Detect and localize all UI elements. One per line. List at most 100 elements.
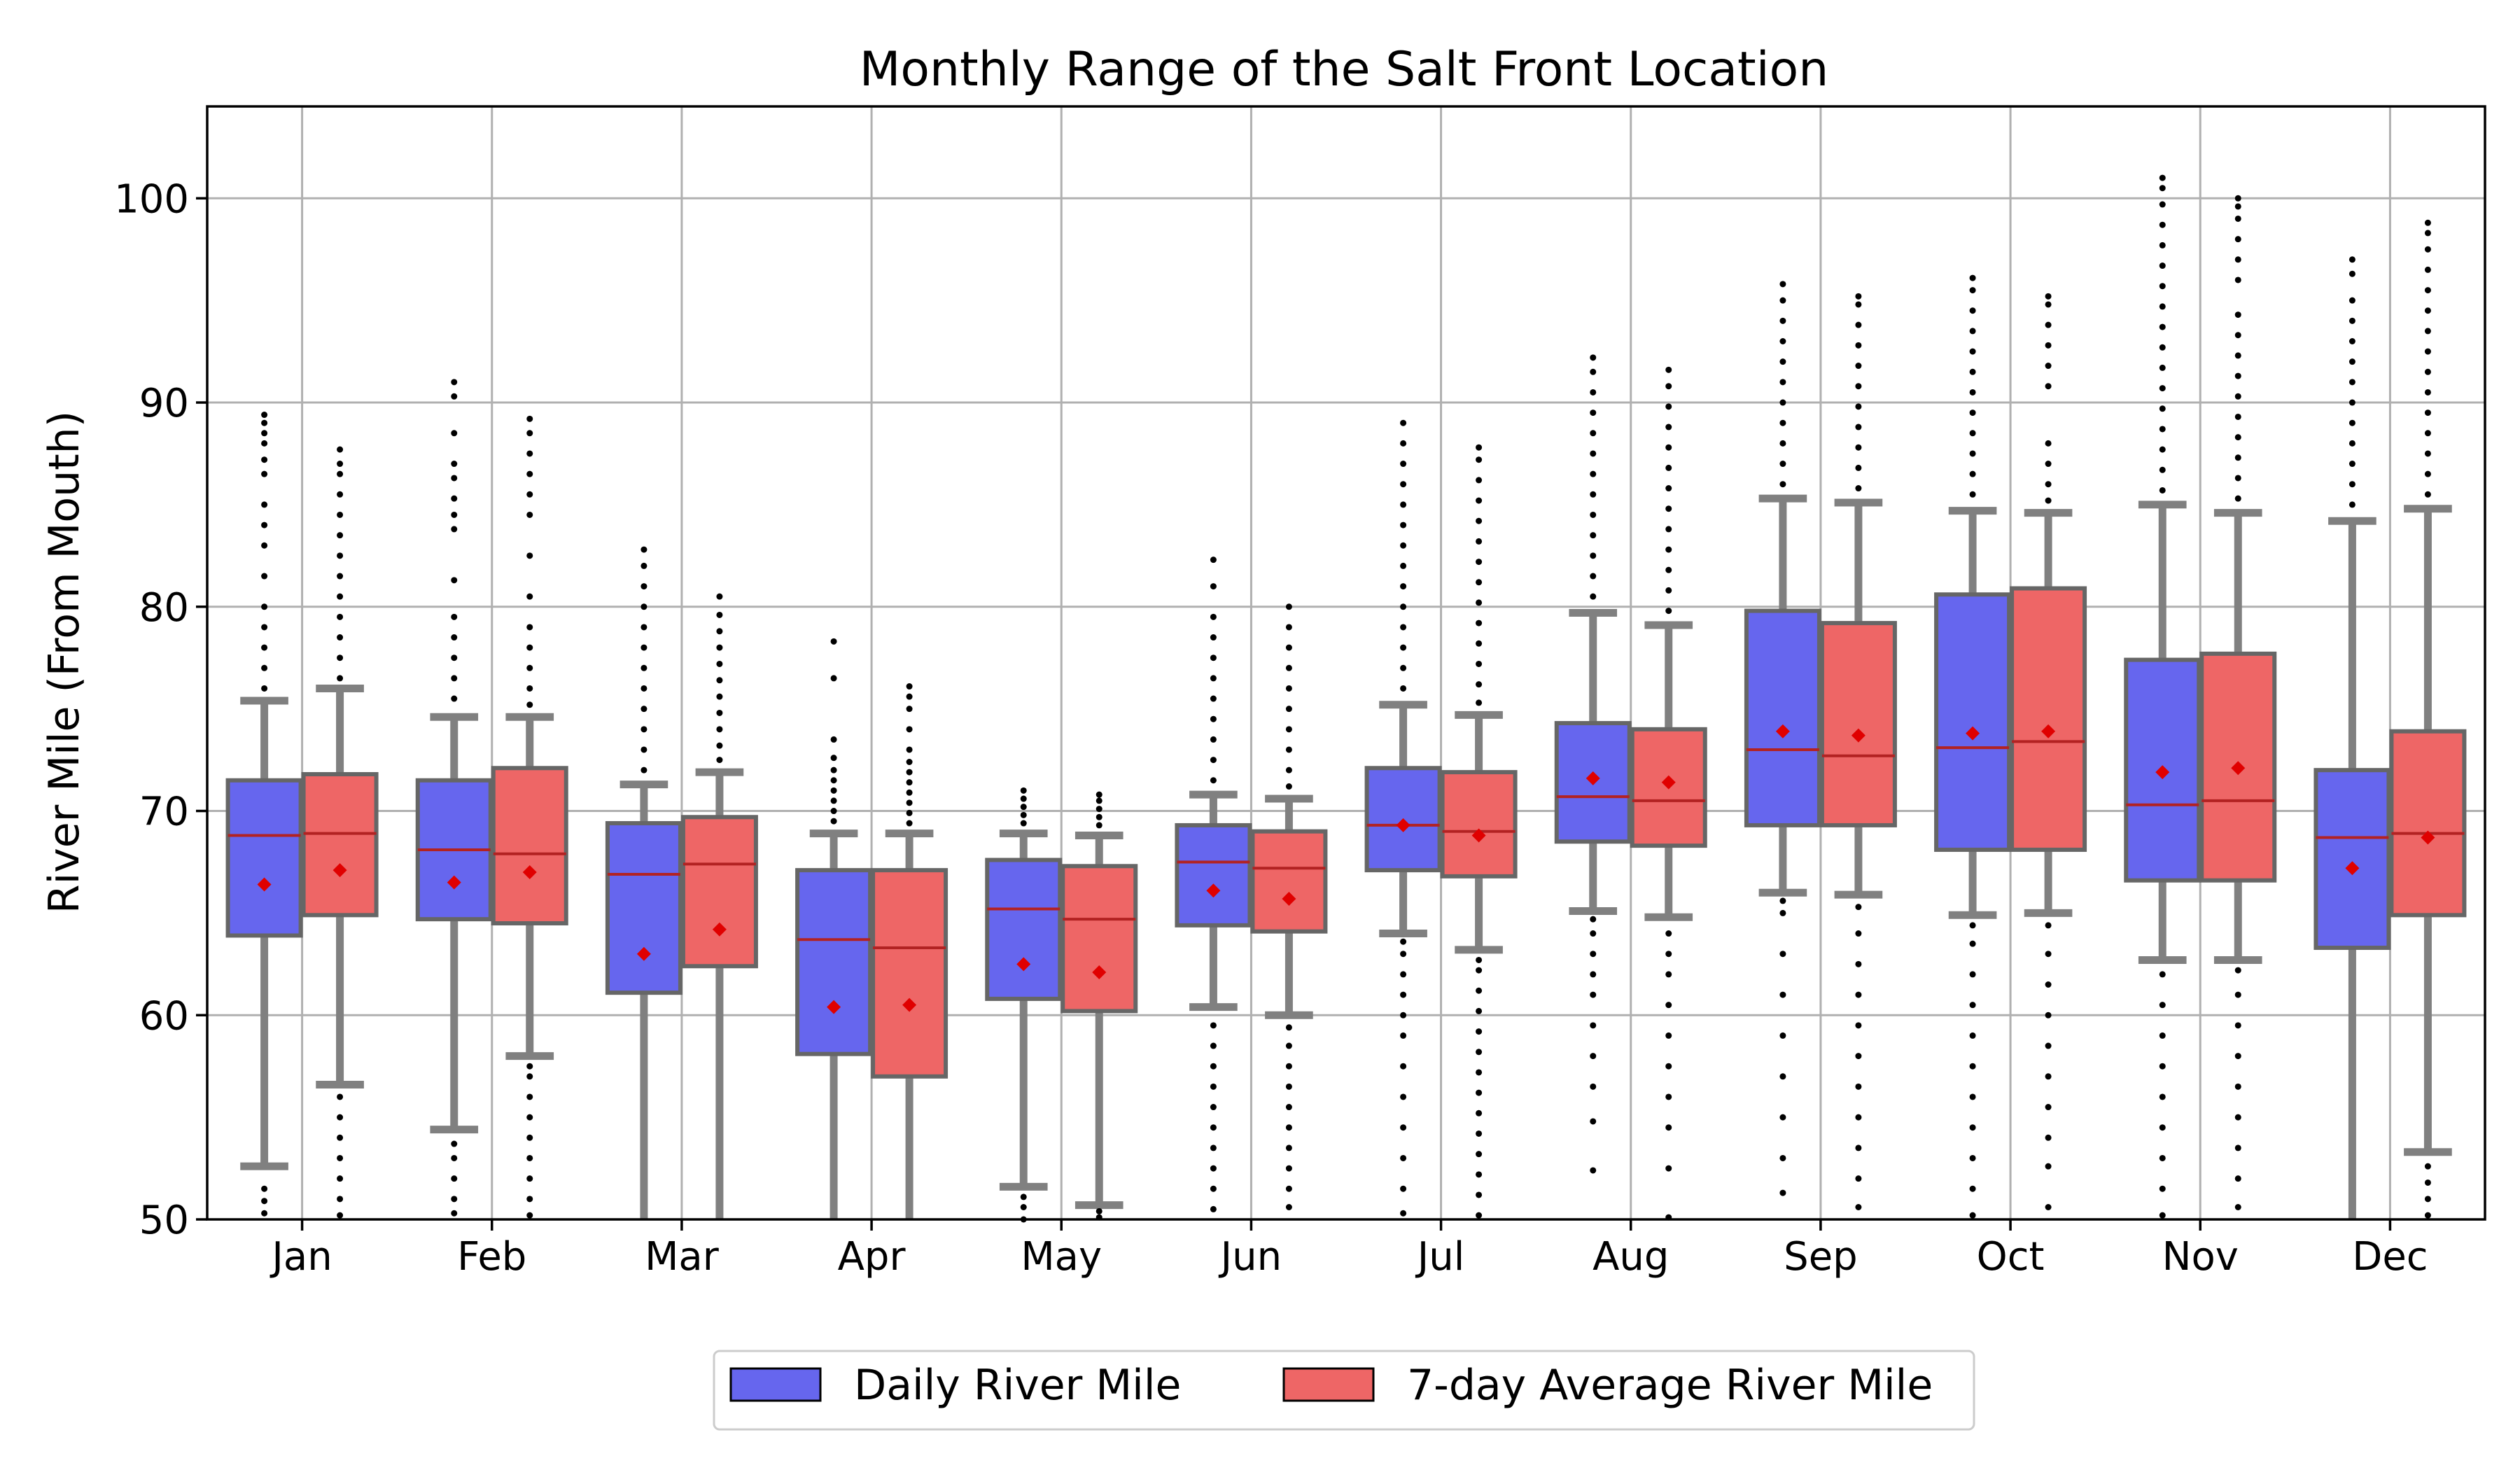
outlier-point: [337, 470, 344, 477]
outlier-point: [526, 1093, 533, 1100]
y-tick-label: 70: [139, 790, 189, 835]
box-daily-oct: [1934, 274, 2012, 1219]
outlier-point: [451, 526, 458, 533]
outlier-point: [337, 1093, 344, 1100]
outlier-point: [1210, 1205, 1217, 1212]
outlier-point: [640, 562, 648, 569]
outlier-point: [261, 1198, 268, 1205]
outlier-point: [2348, 358, 2356, 365]
outlier-point: [1020, 811, 1027, 818]
box-seven-day-dec: [2389, 219, 2467, 1219]
outlier-point: [1665, 1032, 1672, 1039]
outlier-point: [451, 511, 458, 518]
outlier-point: [1400, 971, 1407, 978]
outlier-point: [1779, 379, 1786, 386]
outlier-point: [640, 685, 648, 692]
outlier-point: [2234, 393, 2241, 400]
outlier-point: [906, 706, 913, 713]
outlier-point: [2348, 461, 2356, 468]
outlier-point: [830, 638, 837, 645]
outlier-point: [2159, 221, 2166, 228]
outlier-point: [1665, 1063, 1672, 1070]
outlier-point: [1210, 777, 1217, 784]
outlier-point: [830, 675, 837, 682]
box-daily-aug: [1554, 354, 1632, 1174]
outlier-point: [2159, 174, 2166, 181]
outlier-point: [2424, 368, 2431, 375]
outlier-point: [337, 511, 344, 518]
mean-marker: [257, 877, 272, 892]
outlier-point: [451, 495, 458, 502]
mean-marker: [332, 863, 347, 878]
outlier-point: [640, 583, 648, 590]
outlier-point: [2424, 1163, 2431, 1170]
x-tick-label: Jan: [270, 1234, 332, 1280]
outlier-point: [2424, 287, 2431, 294]
outlier-point: [526, 644, 533, 651]
outlier-point: [1400, 624, 1407, 631]
outlier-point: [1020, 804, 1027, 811]
outlier-point: [906, 769, 913, 776]
outlier-point: [451, 1140, 458, 1147]
outlier-point: [1969, 328, 1976, 335]
outlier-point: [1400, 1210, 1407, 1217]
mean-marker: [1016, 957, 1031, 972]
outlier-point: [2234, 256, 2241, 263]
outlier-point: [1476, 987, 1483, 994]
outlier-point: [716, 660, 723, 667]
outlier-point: [1400, 991, 1407, 998]
outlier-point: [1476, 640, 1483, 647]
box-daily-mar: [605, 546, 682, 1219]
outlier-point: [1476, 1028, 1483, 1035]
outlier-point: [716, 693, 723, 700]
outlier-point: [1665, 485, 1672, 492]
x-tick-label: Jul: [1415, 1234, 1465, 1280]
outlier-point: [1969, 287, 1976, 294]
outlier-point: [830, 787, 837, 794]
box-seven-day-jun: [1250, 603, 1328, 1210]
outlier-point: [716, 611, 723, 618]
outlier-point: [261, 624, 268, 631]
outlier-point: [2424, 491, 2431, 498]
outlier-point: [451, 1175, 458, 1182]
outlier-point: [261, 522, 268, 528]
outlier-point: [1590, 916, 1597, 923]
outlier-point: [1400, 522, 1407, 528]
outlier-point: [1855, 960, 1862, 967]
outlier-point: [1855, 904, 1862, 911]
outlier-point: [1779, 909, 1786, 916]
outlier-point: [1476, 456, 1483, 463]
outlier-point: [2159, 1032, 2166, 1039]
legend: Daily River Mile 7-day Average River Mil…: [713, 1350, 1975, 1431]
outlier-point: [1779, 440, 1786, 447]
outlier-point: [2234, 1083, 2241, 1090]
plot-area: [225, 174, 2467, 1223]
grid-lines: [207, 106, 2485, 1221]
box-seven-day-apr: [871, 683, 948, 1219]
outlier-point: [2234, 1144, 2241, 1152]
mean-marker: [1471, 828, 1486, 843]
outlier-point: [337, 1154, 344, 1161]
outlier-point: [2159, 1063, 2166, 1070]
outlier-point: [1969, 348, 1976, 355]
outlier-point: [1590, 1118, 1597, 1125]
outlier-point: [906, 726, 913, 733]
outlier-point: [1285, 706, 1292, 713]
outlier-point: [640, 726, 648, 733]
iqr-box: [985, 858, 1063, 1001]
outlier-point: [1665, 383, 1672, 390]
outlier-point: [526, 685, 533, 692]
outlier-point: [337, 634, 344, 641]
outlier-point: [1285, 1144, 1292, 1152]
outlier-point: [1969, 971, 1976, 978]
outlier-point: [830, 818, 837, 825]
outlier-point: [1476, 620, 1483, 626]
outlier-point: [2045, 461, 2052, 468]
outlier-point: [2045, 1042, 2052, 1049]
outlier-point: [526, 552, 533, 559]
outlier-point: [1665, 1165, 1672, 1172]
outlier-point: [337, 461, 344, 468]
iqr-box: [225, 778, 303, 938]
mean-marker: [2421, 830, 2435, 845]
outlier-point: [1210, 1124, 1217, 1131]
